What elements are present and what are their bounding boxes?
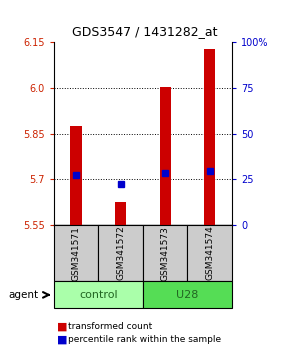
Text: GSM341572: GSM341572: [116, 226, 125, 280]
Text: U28: U28: [176, 290, 199, 300]
Bar: [143, 281, 232, 308]
Bar: [70, 126, 81, 225]
Text: GSM341573: GSM341573: [161, 225, 170, 281]
Bar: [115, 202, 126, 225]
Text: percentile rank within the sample: percentile rank within the sample: [68, 335, 221, 344]
Text: ■: ■: [57, 322, 67, 332]
Text: transformed count: transformed count: [68, 322, 153, 331]
Text: GDS3547 / 1431282_at: GDS3547 / 1431282_at: [72, 25, 218, 38]
Text: ■: ■: [57, 335, 67, 345]
Text: control: control: [79, 290, 117, 300]
Bar: [204, 48, 215, 225]
Text: agent: agent: [9, 290, 39, 300]
Bar: [98, 225, 143, 281]
Text: GSM341571: GSM341571: [71, 225, 80, 281]
Bar: [160, 86, 171, 225]
Bar: [187, 225, 232, 281]
Bar: [143, 225, 187, 281]
Text: GSM341574: GSM341574: [205, 226, 214, 280]
Bar: [54, 281, 143, 308]
Bar: [54, 225, 98, 281]
